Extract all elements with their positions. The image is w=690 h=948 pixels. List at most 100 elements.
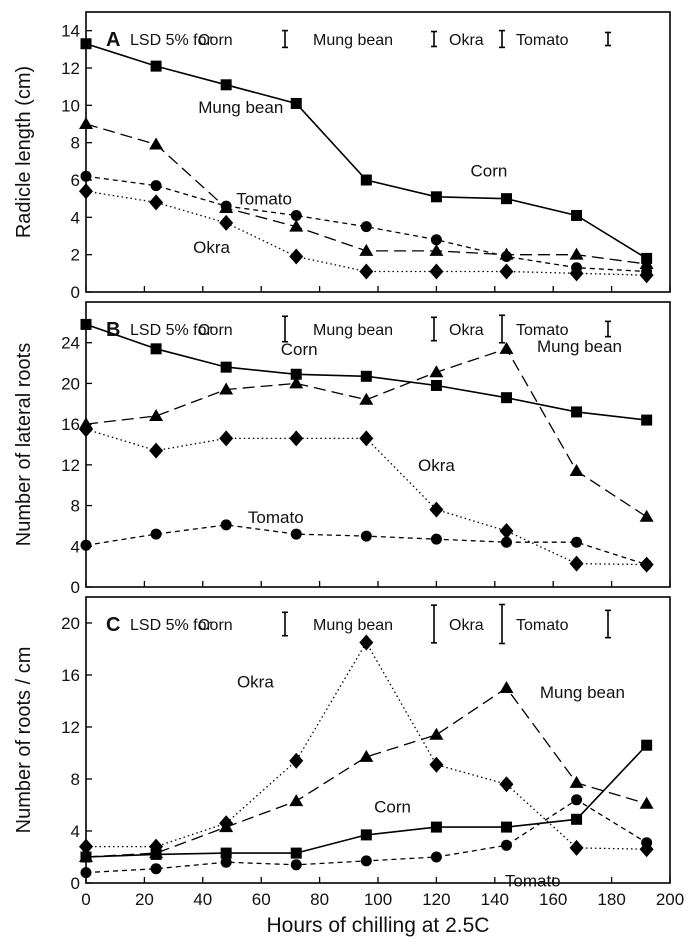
data-point-corn [360,829,372,841]
series-annotation: Corn [281,340,318,359]
series-annotation: Mung bean [540,683,625,702]
data-point-corn [220,847,232,859]
data-point-tomato [220,856,232,868]
data-point-tomato [290,528,302,540]
y-tick-label: 12 [61,59,80,78]
panel-label: B [106,319,120,341]
data-point-tomato [360,221,372,233]
lsd-prefix: LSD 5% for [130,322,212,339]
data-point-tomato [500,536,512,548]
lsd-prefix: LSD 5% for [130,32,212,49]
lsd-label: Tomato [516,322,569,339]
data-point-corn [500,392,512,404]
y-tick-label: 0 [71,874,80,893]
y-tick-label: 4 [71,822,80,841]
series-annotation: Mung bean [198,98,283,117]
data-point-okra [359,430,374,447]
plot-frame [85,596,671,884]
data-point-okra [79,183,93,200]
panel-label: C [106,614,120,636]
data-point-okra [429,263,444,280]
series-line-mung-bean [85,687,647,858]
data-point-okra [569,839,584,856]
data-point-okra [429,501,444,518]
y-tick-label: 16 [61,415,80,434]
series-annotation: Corn [471,162,508,181]
x-tick-label: 200 [656,890,684,909]
data-point-mung-bean [359,392,374,405]
data-point-mung-bean [219,820,234,833]
data-point-okra [219,430,234,447]
y-tick-label: 4 [71,537,80,556]
data-point-corn [290,97,302,109]
y-tick-label: 6 [71,171,80,190]
data-point-corn [80,851,92,863]
y-tick-label: 20 [61,614,80,633]
data-point-tomato [571,794,583,806]
x-tick-label: 20 [135,890,154,909]
lsd-label: Corn [198,617,233,634]
lsd-label: Mung bean [313,322,393,339]
series-line-mung-bean [85,348,647,518]
data-point-okra [359,634,374,651]
lsd-label: Tomato [516,617,569,634]
plot-frame [85,11,671,293]
y-tick-label: 8 [71,497,80,516]
series-line-mung-bean [85,123,647,265]
y-tick-label: 0 [71,283,80,302]
panel-b: 0 4 8 12 16 20 24 Number of lateral roots B LSD 5… [13,301,671,597]
data-point-mung-bean [639,796,654,809]
data-point-mung-bean [569,247,584,260]
series-annotation: Tomato [248,508,304,527]
data-point-mung-bean [429,365,444,378]
data-point-tomato [220,200,232,212]
data-point-mung-bean [639,509,654,522]
series-line-okra [85,428,647,566]
data-point-mung-bean [499,681,514,693]
data-point-corn [641,414,653,426]
data-point-corn [290,368,302,380]
panel-label: A [106,29,120,51]
y-tick-label: 24 [61,334,80,353]
data-point-tomato [430,533,442,545]
data-point-mung-bean [429,243,444,256]
data-point-mung-bean [79,117,93,129]
data-point-okra [149,194,164,211]
lsd-prefix: LSD 5% for [130,617,212,634]
y-tick-label: 10 [61,96,80,115]
data-point-mung-bean [499,341,514,354]
y-tick-label: 12 [61,456,80,475]
data-point-okra [289,752,304,769]
data-point-tomato [80,867,92,879]
data-point-mung-bean [569,775,584,788]
y-tick-label: 8 [71,770,80,789]
data-point-tomato [150,180,162,192]
data-point-tomato [571,536,583,548]
y-axis-label: Number of roots / cm [13,647,35,834]
x-tick-label: 120 [422,890,450,909]
data-point-tomato [641,837,653,849]
data-point-tomato [360,530,372,542]
lsd-label: Corn [198,322,233,339]
y-tick-label: 14 [61,22,80,41]
lsd-label: Mung bean [313,617,393,634]
data-point-corn [641,739,653,751]
data-point-tomato [641,559,653,571]
data-point-okra [149,442,164,459]
data-point-okra [499,776,514,793]
x-tick-label: 40 [193,890,212,909]
data-point-corn [430,821,442,833]
data-point-corn [150,848,162,860]
data-point-corn [150,60,162,72]
data-point-mung-bean [289,376,304,389]
data-point-corn [290,847,302,859]
x-tick-label: 60 [252,890,271,909]
series-annotation: Corn [374,797,411,816]
lsd-label: Okra [449,617,484,634]
panel-a: 0 2 4 6 8 10 12 14 Radicle length (cm) A LSD 5% fo… [13,11,671,302]
data-point-corn [150,343,162,355]
data-point-mung-bean [289,794,304,807]
y-tick-label: 8 [71,134,80,153]
lsd-label: Corn [198,32,233,49]
